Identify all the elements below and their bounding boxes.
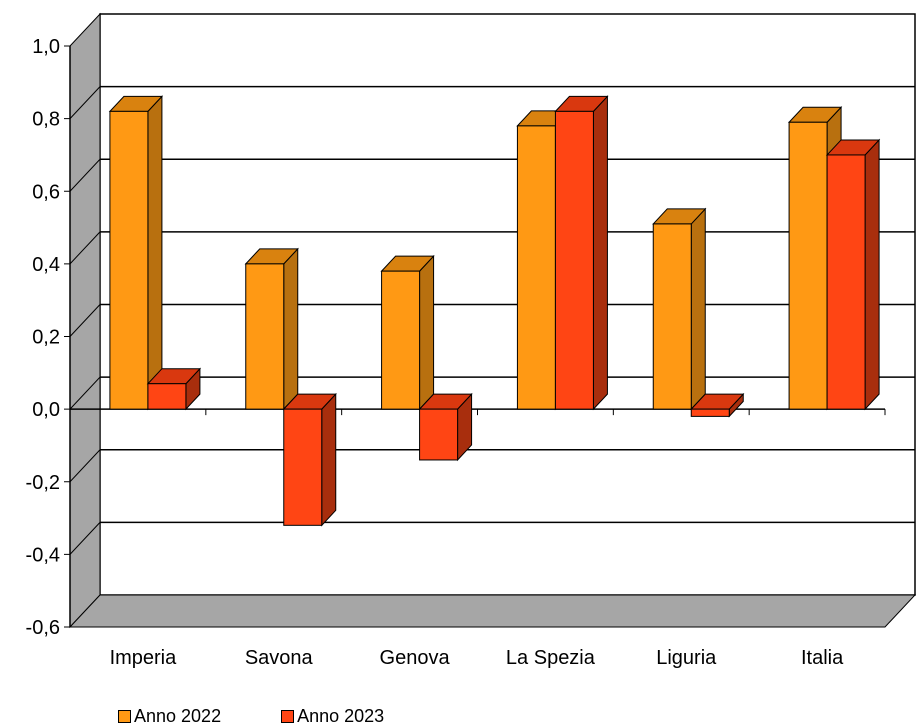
- gridline-side: [69, 522, 101, 555]
- y-tick-label: 0,2: [32, 327, 60, 349]
- bar-1-3: [554, 110, 594, 410]
- y-tick-label: 0,6: [32, 181, 60, 203]
- bar-0-1: [245, 263, 285, 410]
- y-tick-label: 0,4: [32, 254, 60, 276]
- gridline-side: [69, 86, 101, 119]
- legend-label-series-2: Anno 2023: [297, 706, 385, 726]
- bar-side-1-3: [592, 95, 608, 411]
- gridline-side: [69, 376, 101, 410]
- bar-1-4: [690, 408, 730, 417]
- gridline-side: [69, 231, 101, 265]
- gridline-side: [69, 158, 101, 192]
- bar-side-0-0: [147, 95, 163, 411]
- bar-1-0: [147, 383, 187, 410]
- y-tick-label: 0,0: [32, 399, 60, 421]
- gridline-side: [69, 304, 101, 337]
- legend-item-series-1: Anno 2022: [118, 706, 221, 727]
- x-tick-label: La Spezia: [506, 647, 596, 669]
- y-tick-label: -0,2: [26, 472, 60, 494]
- legend-swatch-series-1: [118, 710, 131, 723]
- y-tick-label: 0,8: [32, 109, 60, 131]
- bar-0-4: [652, 223, 692, 410]
- bar-0-3: [516, 125, 556, 410]
- x-tick-label: Genova: [380, 647, 451, 669]
- bar-side-1-1: [321, 392, 337, 527]
- chart-legend: Anno 2022 Anno 2023: [118, 706, 384, 727]
- y-tick-label: -0,4: [26, 544, 60, 566]
- bar-0-0: [109, 110, 149, 410]
- y-tick-label: 1,0: [32, 36, 60, 58]
- bar-1-2: [419, 408, 459, 461]
- x-tick-label: Liguria: [656, 647, 717, 669]
- x-tick-label: Italia: [801, 647, 844, 669]
- bar-side-0-2: [419, 254, 435, 411]
- legend-item-series-2: Anno 2023: [281, 706, 384, 727]
- bar-side-0-4: [690, 207, 706, 411]
- floor: [68, 594, 916, 628]
- bar-1-1: [283, 408, 323, 526]
- bar-0-2: [381, 270, 421, 410]
- bar-1-5: [826, 154, 866, 410]
- bar-side-1-5: [864, 138, 880, 411]
- legend-swatch-series-2: [281, 710, 295, 723]
- legend-label-series-1: Anno 2022: [134, 706, 222, 726]
- gridline-side: [69, 449, 101, 483]
- x-tick-label: Savona: [245, 647, 314, 669]
- bar-0-5: [788, 121, 828, 410]
- bar-side-0-1: [283, 247, 299, 411]
- y-tick-label: -0,6: [26, 617, 60, 639]
- x-tick-label: Imperia: [110, 647, 178, 669]
